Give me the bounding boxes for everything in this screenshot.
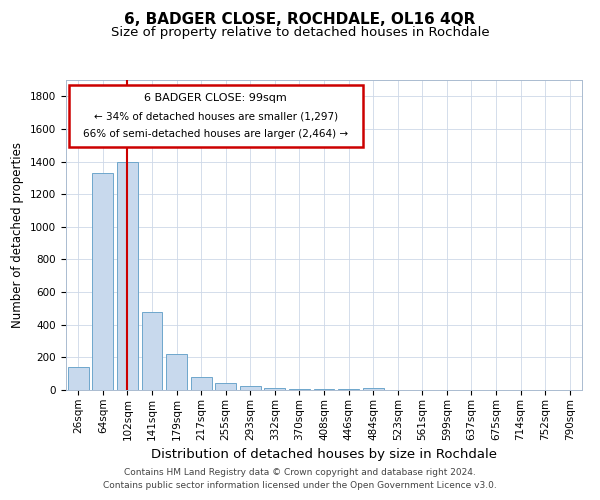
Text: Contains public sector information licensed under the Open Government Licence v3: Contains public sector information licen… bbox=[103, 480, 497, 490]
Text: 6 BADGER CLOSE: 99sqm: 6 BADGER CLOSE: 99sqm bbox=[144, 93, 287, 103]
Bar bbox=[314, 389, 334, 390]
Bar bbox=[92, 173, 113, 390]
Text: 66% of semi-detached houses are larger (2,464) →: 66% of semi-detached houses are larger (… bbox=[83, 130, 348, 140]
Text: Contains HM Land Registry data © Crown copyright and database right 2024.: Contains HM Land Registry data © Crown c… bbox=[124, 468, 476, 477]
FancyBboxPatch shape bbox=[68, 84, 363, 146]
X-axis label: Distribution of detached houses by size in Rochdale: Distribution of detached houses by size … bbox=[151, 448, 497, 461]
Bar bbox=[362, 388, 383, 390]
Text: ← 34% of detached houses are smaller (1,297): ← 34% of detached houses are smaller (1,… bbox=[94, 112, 338, 122]
Bar bbox=[166, 354, 187, 390]
Text: 6, BADGER CLOSE, ROCHDALE, OL16 4QR: 6, BADGER CLOSE, ROCHDALE, OL16 4QR bbox=[124, 12, 476, 28]
Bar bbox=[117, 162, 138, 390]
Y-axis label: Number of detached properties: Number of detached properties bbox=[11, 142, 25, 328]
Bar bbox=[240, 386, 261, 390]
Bar bbox=[215, 382, 236, 390]
Text: Size of property relative to detached houses in Rochdale: Size of property relative to detached ho… bbox=[110, 26, 490, 39]
Bar bbox=[338, 389, 359, 390]
Bar bbox=[289, 388, 310, 390]
Bar bbox=[142, 312, 163, 390]
Bar bbox=[68, 367, 89, 390]
Bar bbox=[191, 377, 212, 390]
Bar bbox=[265, 388, 286, 390]
